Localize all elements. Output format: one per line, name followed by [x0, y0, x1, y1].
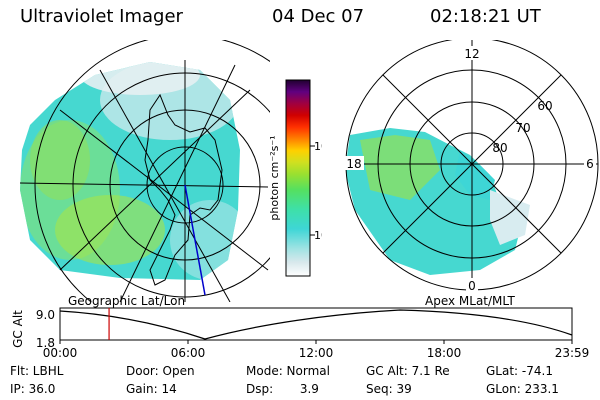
mlat-label-70: 70 — [515, 121, 530, 135]
colorbar-scale — [285, 79, 311, 277]
colorbar-tick-10: 10 — [314, 229, 322, 242]
filter-info: Flt: LBHL — [10, 364, 64, 378]
colorbar-tick-100: 100 — [314, 140, 322, 153]
longitude-line — [99, 69, 231, 302]
instrument-title: Ultraviolet Imager — [20, 6, 183, 27]
geographic-map — [19, 40, 270, 302]
mlt-line-diag — [382, 74, 562, 254]
colorbar: 100 10 photon cm⁻²s⁻¹ — [268, 79, 322, 277]
altitude-tick-1.8: 1.8 — [36, 336, 55, 350]
time-tick-0000: 00:00 — [43, 346, 78, 360]
longitude-line — [119, 64, 236, 302]
time-tick-2359: 23:59 — [555, 346, 590, 360]
ip-info: IP: 36.0 — [10, 382, 56, 396]
time-tick-1200: 12:00 — [299, 346, 334, 360]
altitude-plot-frame — [59, 307, 573, 341]
door-info: Door: Open — [126, 364, 195, 378]
latitude-circle — [34, 40, 270, 302]
time-label: 02:18:21 UT — [430, 6, 541, 27]
date-label: 04 Dec 07 — [272, 6, 365, 27]
altitude-axis-label: GC Alt — [11, 310, 25, 348]
continent-outline — [144, 93, 223, 286]
gain-info: Gain: 14 — [126, 382, 177, 396]
apex-panel-label: Apex MLat/MLT — [425, 294, 515, 308]
aurora-emission-right — [346, 128, 530, 275]
colorbar-unit-label: photon cm⁻²s⁻¹ — [268, 135, 281, 220]
longitude-line — [59, 109, 269, 271]
mlat-label-60: 60 — [537, 99, 552, 113]
time-tick-0600: 06:00 — [171, 346, 206, 360]
mlt-label-18: 18 — [346, 157, 361, 171]
longitude-line — [59, 89, 251, 271]
glon-info: GLon: 233.1 — [486, 382, 559, 396]
geographic-panel-label: Geographic Lat/Lon — [68, 294, 186, 308]
altitude-curve — [59, 309, 573, 340]
dsp-info: Dsp: 3.9 — [246, 382, 319, 396]
glat-info: GLat: -74.1 — [486, 364, 553, 378]
mlt-label-12: 12 — [464, 47, 479, 61]
altitude-timeline: GC Alt 9.0 1.8 00:00 06:00 12:00 18:00 2… — [11, 307, 590, 360]
time-tick-1800: 18:00 — [427, 346, 462, 360]
terminator-line — [184, 184, 206, 296]
mlt-label-0: 0 — [468, 279, 476, 293]
mlat-label-80: 80 — [492, 141, 507, 155]
mlt-label-6: 6 — [586, 157, 594, 171]
mode-info: Mode: Normal — [246, 364, 330, 378]
mlat-mlt-polar-plot: 12 18 6 0 60 70 80 — [344, 40, 599, 293]
altitude-tick-9: 9.0 — [36, 308, 55, 322]
seq-info: Seq: 39 — [366, 382, 412, 396]
gc-alt-info: GC Alt: 7.1 Re — [366, 364, 450, 378]
longitude-line — [19, 182, 269, 188]
